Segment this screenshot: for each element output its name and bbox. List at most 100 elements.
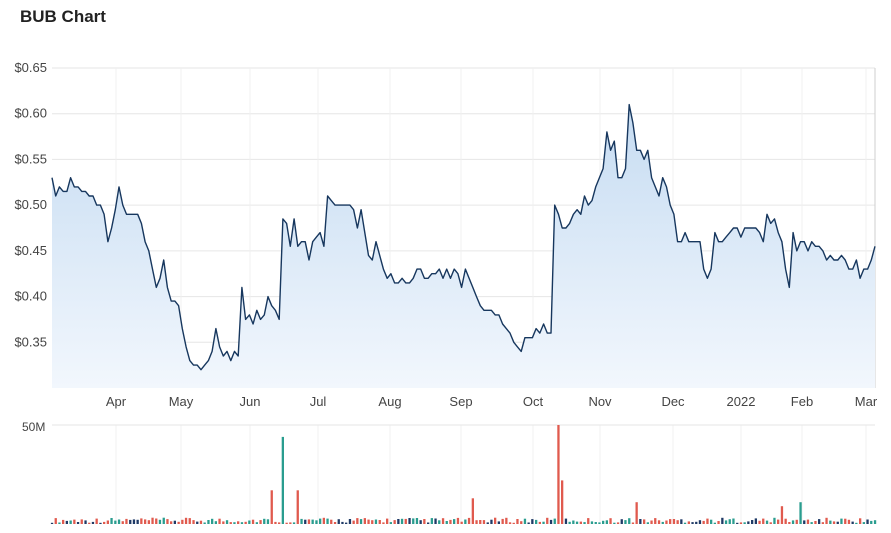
volume-bar bbox=[784, 518, 787, 524]
volume-bar bbox=[855, 522, 858, 524]
volume-bar bbox=[486, 522, 489, 524]
volume-bar bbox=[88, 522, 91, 524]
price-axis: $0.35 $0.40 $0.45 $0.50 $0.55 $0.60 $0.65 bbox=[14, 60, 47, 349]
volume-bar bbox=[508, 522, 512, 524]
volume-bar bbox=[162, 517, 165, 524]
volume-bar bbox=[430, 518, 433, 524]
volume-bar bbox=[665, 520, 668, 524]
volume-bar bbox=[326, 518, 329, 524]
volume-axis-label: 50M bbox=[22, 420, 45, 434]
volume-bar bbox=[859, 518, 862, 524]
volume-bar bbox=[58, 522, 61, 524]
volume-bar bbox=[371, 520, 374, 524]
price-series-line bbox=[51, 103, 876, 371]
volume-bar bbox=[527, 522, 530, 524]
volume-bar bbox=[367, 519, 370, 524]
volume-bar bbox=[199, 520, 203, 524]
volume-bar bbox=[482, 520, 486, 524]
volume-bar bbox=[445, 521, 448, 524]
volume-bar bbox=[248, 520, 251, 524]
volume-bar bbox=[624, 520, 627, 524]
volume-bar bbox=[270, 490, 273, 524]
date-tick-label: Jun bbox=[240, 394, 261, 409]
volume-bar bbox=[795, 519, 798, 524]
volume-bar bbox=[147, 520, 150, 524]
volume-bar bbox=[497, 521, 500, 524]
volume-bar bbox=[762, 518, 765, 524]
volume-bar bbox=[590, 521, 594, 524]
volume-bar bbox=[278, 522, 281, 524]
volume-bar bbox=[84, 520, 87, 524]
volume-bar bbox=[65, 520, 68, 524]
date-tick-label: Aug bbox=[378, 394, 401, 409]
volume-bar bbox=[821, 522, 824, 524]
date-tick-label: Nov bbox=[588, 394, 612, 409]
volume-bar bbox=[170, 521, 173, 524]
volume-bar bbox=[188, 518, 191, 524]
volume-bar bbox=[773, 517, 776, 524]
volume-bar bbox=[751, 520, 754, 524]
volume-bar bbox=[769, 522, 772, 524]
chart-title: BUB Chart bbox=[20, 7, 106, 26]
volume-bar bbox=[319, 518, 322, 524]
volume-bar bbox=[184, 517, 188, 524]
volume-bar bbox=[359, 519, 363, 524]
volume-bar bbox=[181, 519, 184, 524]
volume-bar bbox=[724, 520, 728, 524]
volume-bar bbox=[50, 522, 54, 524]
volume-bar bbox=[263, 518, 266, 524]
volume-bar bbox=[747, 521, 750, 524]
volume-bar bbox=[702, 520, 705, 524]
volume-bar bbox=[475, 520, 478, 524]
volume-bar bbox=[274, 521, 277, 524]
volume-bar bbox=[739, 522, 743, 524]
volume-bar bbox=[211, 518, 214, 524]
volume-bar bbox=[62, 519, 65, 524]
volume-bar bbox=[579, 521, 582, 524]
volume-bar bbox=[616, 522, 620, 524]
volume-bar bbox=[494, 517, 497, 524]
volume-bar bbox=[337, 519, 340, 524]
volume-bar bbox=[106, 520, 109, 524]
volume-bar bbox=[501, 518, 504, 524]
volume-bar bbox=[754, 518, 757, 524]
volume-bar bbox=[479, 520, 482, 524]
volume-bar bbox=[561, 480, 564, 524]
volume-bar bbox=[836, 521, 839, 524]
volume-bar bbox=[400, 518, 404, 524]
volume-bar bbox=[713, 522, 716, 524]
volume-bar bbox=[95, 518, 98, 524]
volume-bar bbox=[456, 517, 460, 524]
volume-bar bbox=[322, 517, 325, 524]
volume-bar bbox=[207, 520, 210, 524]
volume-bar bbox=[643, 519, 646, 524]
volume-bar bbox=[535, 519, 538, 524]
volume-bar bbox=[657, 520, 661, 524]
volume-bar bbox=[631, 522, 635, 524]
volume-bar bbox=[76, 522, 80, 524]
volume-bar bbox=[378, 520, 381, 524]
date-tick-label: Oct bbox=[523, 394, 544, 409]
volume-bar bbox=[404, 518, 407, 524]
volume-bar bbox=[240, 522, 244, 524]
volume-bar bbox=[572, 520, 575, 524]
date-tick-label: Mar bbox=[855, 394, 878, 409]
volume-bar bbox=[613, 522, 616, 524]
volume-bar bbox=[229, 522, 232, 524]
volume-bar bbox=[620, 519, 623, 524]
volume-bar bbox=[125, 518, 128, 524]
volume-bar bbox=[300, 518, 303, 524]
volume-bar bbox=[315, 520, 318, 524]
volume-bar bbox=[553, 518, 556, 524]
volume-bar bbox=[91, 521, 95, 524]
volume-bar bbox=[69, 520, 72, 524]
volume-bar bbox=[434, 518, 437, 524]
volume-bar bbox=[352, 520, 355, 524]
volume-bar bbox=[650, 520, 653, 524]
volume-bar bbox=[661, 521, 664, 524]
volume-bar bbox=[222, 521, 225, 524]
volume-bar bbox=[721, 517, 724, 524]
volume-bar bbox=[136, 519, 139, 524]
volume-bar bbox=[389, 522, 392, 524]
volume-bar bbox=[129, 519, 132, 524]
